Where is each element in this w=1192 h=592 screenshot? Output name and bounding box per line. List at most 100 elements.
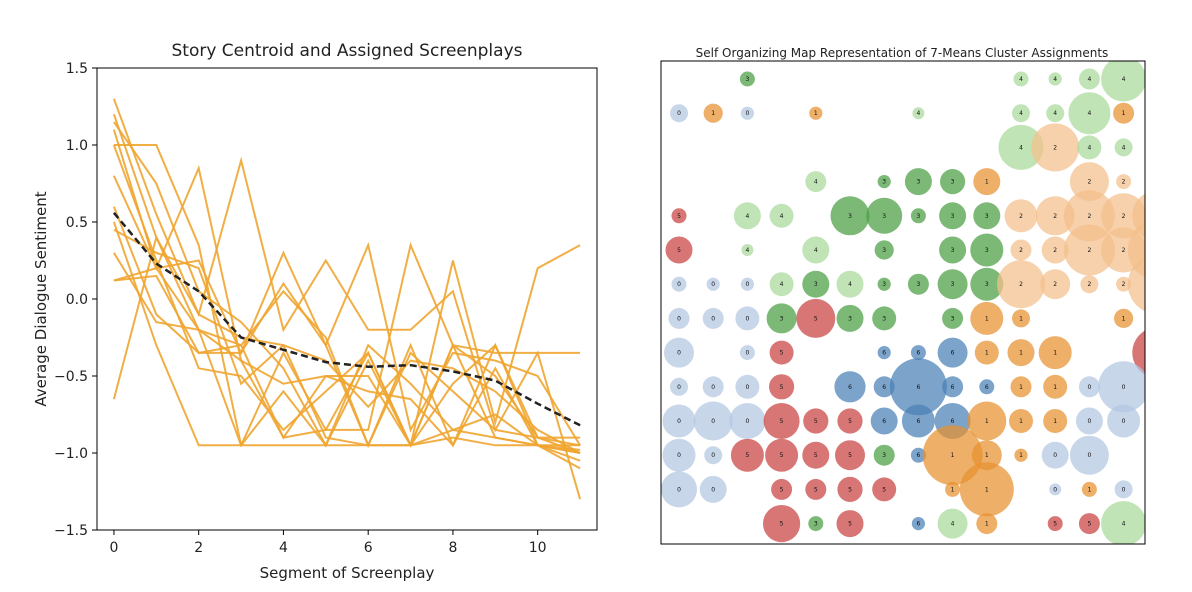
cluster-bubble	[765, 438, 799, 472]
cluster-bubble-label: 2	[1087, 281, 1091, 288]
cluster-bubble-label: 0	[1122, 418, 1126, 425]
cluster-bubble	[693, 401, 733, 441]
cluster-bubble	[763, 504, 801, 543]
cluster-bubble	[866, 197, 903, 234]
cluster-bubble-label: 0	[677, 315, 681, 322]
cluster-bubble-label: 5	[780, 452, 784, 459]
cluster-bubble-label: 0	[745, 110, 749, 117]
cluster-bubble	[1068, 92, 1111, 135]
cluster-bubble-label: 3	[916, 281, 920, 288]
cluster-bubble	[1049, 483, 1062, 496]
screenplay-line	[112, 206, 581, 448]
cluster-bubble-label: 3	[745, 76, 749, 83]
som-bubble-group: 3 4 4 4 4 0 1 0 1 4 4 4 4 1 1 4 2 4 4 4 4 3 3 3 1 2 2 2 5 4 4 3 3 3 3 3 2 2 2 2…	[661, 61, 1160, 544]
cluster-bubble-label: 4	[1087, 110, 1091, 117]
cluster-bubble	[873, 376, 895, 398]
cluster-bubble	[704, 446, 723, 465]
screenplay-line	[112, 98, 581, 447]
cluster-bubble-label: 1	[985, 179, 989, 186]
cluster-bubble	[662, 438, 696, 472]
cluster-bubble-label: 0	[677, 281, 681, 288]
cluster-bubble-label: 1	[1122, 315, 1126, 322]
cluster-bubble-label: 4	[780, 213, 784, 220]
cluster-bubble-label: 1	[814, 110, 818, 117]
cluster-bubble-label: 5	[882, 486, 886, 493]
cluster-bubble-label: 4	[745, 247, 749, 254]
cluster-bubble-label: 3	[882, 452, 886, 459]
cluster-bubble-label: 5	[1087, 521, 1091, 528]
cluster-bubble	[970, 301, 1004, 335]
cluster-bubble	[1101, 501, 1145, 544]
cluster-bubble	[769, 374, 795, 400]
cluster-bubble-label: 3	[951, 213, 955, 220]
screenplay-line	[112, 144, 581, 447]
cluster-bubble	[1009, 409, 1033, 433]
cluster-bubble-label: 5	[677, 213, 681, 220]
y-axis-ticks: 1.5 1.0 0.5 0.0 −0.5 −1.0 −1.5	[54, 61, 97, 539]
cluster-bubble	[1004, 199, 1038, 233]
cluster-bubble	[702, 307, 724, 329]
cluster-bubble	[877, 346, 891, 360]
line-chart-title: Story Centroid and Assigned Screenplays	[172, 41, 523, 61]
cluster-bubble-label: 1	[1019, 452, 1023, 459]
cluster-bubble	[805, 478, 827, 500]
cluster-bubble-label: 5	[848, 521, 852, 528]
cluster-bubble	[1081, 481, 1097, 497]
cluster-bubble-label: 4	[1053, 76, 1057, 83]
screenplay-line	[113, 267, 581, 448]
cluster-bubble	[1113, 102, 1135, 124]
cluster-bubble-label: 6	[951, 350, 955, 357]
cluster-bubble	[998, 124, 1044, 170]
cluster-bubble-label: 3	[882, 213, 886, 220]
cluster-bubble-label: 3	[882, 247, 886, 254]
cluster-bubble	[1114, 308, 1134, 328]
line-series-group	[112, 98, 582, 500]
cluster-bubble	[970, 267, 1004, 301]
cluster-bubble	[740, 277, 755, 291]
cluster-bubble	[939, 202, 967, 230]
cluster-bubble-label: 6	[882, 384, 886, 391]
cluster-bubble	[1048, 72, 1062, 86]
cluster-bubble-label: 4	[1156, 144, 1160, 151]
cluster-bubble-label: 5	[677, 247, 681, 254]
cluster-bubble	[769, 340, 794, 365]
cluster-bubble-label: 3	[951, 281, 955, 288]
cluster-bubble	[671, 208, 687, 224]
cluster-bubble-label: 0	[745, 418, 749, 425]
cluster-bubble-label: 3	[951, 315, 955, 322]
cluster-bubble-label: 3	[848, 315, 852, 322]
x-tick-label: 10	[529, 540, 547, 556]
cluster-bubble	[802, 441, 830, 469]
y-tick-label: 1.5	[66, 61, 88, 77]
cluster-bubble	[836, 304, 864, 332]
cluster-bubble-label: 5	[1053, 521, 1057, 528]
cluster-bubble-label: 2	[1122, 281, 1126, 288]
cluster-bubble-label: 2	[1087, 247, 1091, 254]
cluster-bubble-label: 4	[780, 281, 784, 288]
cluster-bubble	[877, 277, 891, 291]
cluster-bubble-label: 4	[814, 179, 818, 186]
x-axis-ticks: 0 2 4 6 8 10	[109, 530, 547, 556]
cluster-bubble-label: 4	[1087, 144, 1091, 151]
cluster-bubble-label: 0	[745, 350, 749, 357]
cluster-bubble-label: 2	[1053, 144, 1057, 151]
cluster-bubble-label: 3	[780, 315, 784, 322]
cluster-bubble	[872, 477, 897, 502]
cluster-bubble	[1132, 330, 1145, 375]
cluster-bubble	[802, 236, 830, 264]
cluster-bubble-label: 2	[1053, 281, 1057, 288]
cluster-bubble-label: 0	[745, 315, 749, 322]
cluster-bubble	[763, 403, 800, 439]
cluster-bubble	[907, 273, 929, 295]
cluster-bubble	[1043, 409, 1068, 433]
cluster-bubble-label: 0	[711, 315, 715, 322]
cluster-bubble	[970, 233, 1004, 267]
cluster-bubble	[1013, 71, 1029, 87]
cluster-bubble-label: 4	[916, 110, 920, 117]
cluster-bubble	[739, 71, 755, 87]
y-tick-label: −1.0	[54, 446, 88, 462]
cluster-bubble	[670, 104, 688, 123]
cluster-bubble	[741, 244, 754, 256]
cluster-bubble-label: 0	[1122, 486, 1126, 493]
